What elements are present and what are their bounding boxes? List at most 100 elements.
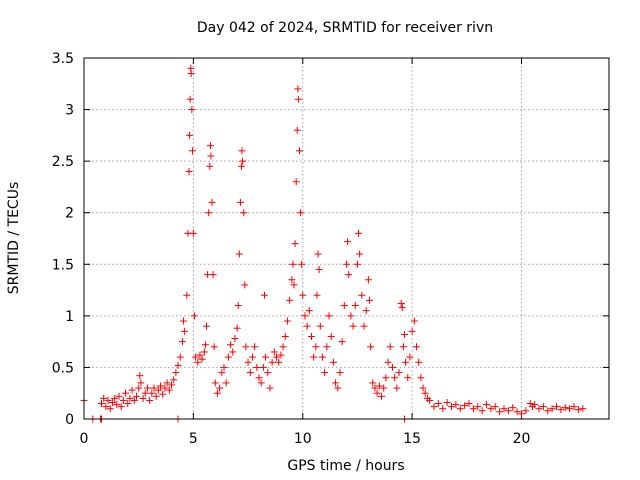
data-point — [358, 291, 366, 299]
data-point — [430, 403, 438, 411]
data-point — [104, 396, 112, 404]
data-point — [211, 379, 219, 387]
data-point — [369, 379, 377, 387]
data-points — [80, 64, 587, 423]
data-point — [251, 343, 259, 351]
x-tick-label: 20 — [513, 431, 531, 447]
data-point — [522, 407, 530, 415]
data-point — [347, 312, 355, 320]
data-point — [159, 390, 167, 398]
data-point — [242, 343, 250, 351]
data-point — [176, 353, 184, 361]
data-point — [115, 392, 123, 400]
data-point — [478, 407, 486, 415]
data-point — [398, 304, 406, 312]
data-point — [233, 324, 241, 332]
data-point — [108, 398, 116, 406]
data-point — [102, 403, 110, 411]
data-point — [295, 147, 303, 155]
data-point — [500, 405, 508, 413]
data-point — [111, 394, 119, 402]
data-point — [380, 384, 388, 392]
data-point — [168, 381, 175, 389]
data-point — [213, 389, 221, 397]
data-point — [148, 389, 156, 397]
data-point — [297, 209, 305, 217]
data-point — [186, 95, 194, 103]
data-point — [461, 402, 469, 410]
data-point — [371, 384, 379, 392]
data-point — [388, 363, 396, 371]
data-point — [355, 229, 363, 237]
data-point — [579, 405, 587, 413]
y-tick-label: 0 — [65, 412, 74, 428]
data-point — [122, 389, 130, 397]
data-point — [448, 403, 455, 411]
data-point — [143, 384, 151, 392]
data-point — [200, 348, 208, 356]
data-point — [315, 265, 323, 273]
data-point — [308, 332, 315, 340]
data-point — [406, 353, 414, 361]
data-point — [172, 369, 180, 377]
data-point — [255, 374, 263, 382]
data-point — [277, 351, 285, 359]
y-tick-label: 0.5 — [52, 360, 74, 376]
data-point — [340, 302, 348, 310]
data-point — [126, 394, 134, 402]
data-point — [329, 358, 337, 366]
data-point — [393, 384, 401, 392]
data-point — [408, 327, 416, 335]
data-point — [496, 408, 504, 416]
data-point — [260, 291, 268, 299]
data-point — [100, 394, 108, 402]
data-point — [349, 322, 357, 330]
data-point — [344, 238, 352, 246]
data-point — [325, 312, 333, 320]
data-point — [294, 85, 302, 93]
data-point — [234, 302, 242, 310]
data-point — [286, 296, 294, 304]
data-point — [137, 379, 145, 387]
data-point — [224, 353, 232, 361]
data-point — [136, 372, 144, 380]
data-point — [382, 374, 390, 382]
data-point — [281, 332, 289, 340]
data-point — [413, 343, 420, 351]
data-point — [139, 394, 147, 402]
data-point — [246, 369, 254, 377]
data-point — [264, 369, 272, 377]
data-point — [360, 322, 368, 330]
data-point — [187, 69, 195, 77]
data-point — [216, 384, 224, 392]
data-point — [395, 369, 403, 377]
data-point — [239, 157, 247, 165]
plot-frame — [83, 57, 610, 420]
data-point — [474, 403, 482, 411]
data-point — [553, 403, 560, 411]
data-point — [275, 358, 283, 366]
data-point — [305, 307, 313, 315]
data-point — [117, 403, 125, 411]
data-point — [469, 405, 477, 413]
data-point — [561, 404, 569, 412]
data-point — [238, 162, 245, 170]
data-point — [189, 147, 196, 155]
data-point — [574, 406, 582, 414]
data-point — [165, 386, 173, 394]
data-point — [259, 363, 267, 371]
data-point — [353, 260, 361, 268]
data-point — [557, 406, 565, 414]
data-point — [290, 281, 298, 289]
data-point — [491, 403, 499, 411]
chart-title: Day 042 of 2024, SRMTID for receiver riv… — [197, 20, 493, 36]
data-point — [188, 106, 196, 114]
data-point — [183, 291, 191, 299]
data-point — [293, 126, 301, 134]
data-point — [262, 353, 270, 361]
y-tick-label: 3 — [65, 103, 74, 119]
data-point — [321, 369, 329, 377]
data-point — [209, 271, 217, 279]
data-point — [375, 382, 383, 390]
